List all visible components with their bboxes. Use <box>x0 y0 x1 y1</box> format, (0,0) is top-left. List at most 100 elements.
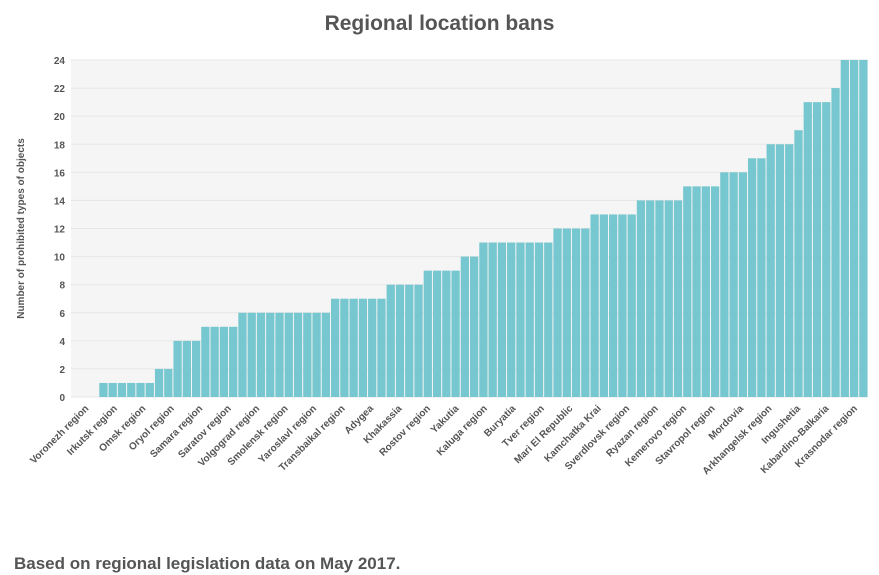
bar <box>414 284 423 397</box>
footnote: Based on regional legislation data on Ma… <box>14 554 401 573</box>
bar <box>470 256 479 397</box>
y-tick-label: 20 <box>54 112 66 123</box>
bar <box>386 284 395 397</box>
bar <box>312 312 321 397</box>
bar <box>710 186 720 397</box>
bar <box>191 340 201 397</box>
bar <box>822 102 831 397</box>
bar <box>701 186 710 397</box>
bar <box>581 228 590 397</box>
bar <box>479 242 488 397</box>
bar <box>497 242 507 397</box>
bar <box>136 382 145 397</box>
bar <box>812 102 822 397</box>
y-tick-label: 2 <box>59 365 65 376</box>
bar <box>553 228 562 397</box>
bar <box>525 242 534 397</box>
bar <box>395 284 405 397</box>
bar <box>692 186 701 397</box>
bar <box>330 298 340 397</box>
bar <box>673 200 683 397</box>
bar <box>516 242 525 397</box>
bar <box>247 312 256 397</box>
bar <box>405 284 414 397</box>
bar <box>99 382 108 397</box>
y-tick-label: 12 <box>54 225 66 236</box>
bar <box>794 130 803 398</box>
bar <box>117 382 127 397</box>
bar <box>775 144 785 397</box>
chart-title: Regional location bans <box>324 12 555 35</box>
bar <box>618 214 627 397</box>
bar <box>609 214 618 397</box>
bar <box>451 270 460 397</box>
bar <box>831 88 840 397</box>
bar <box>229 326 238 397</box>
bar <box>349 298 358 397</box>
bar <box>173 340 182 397</box>
bar <box>358 298 368 397</box>
bar <box>210 326 219 397</box>
bar <box>108 382 117 397</box>
y-tick-label: 14 <box>54 196 66 207</box>
y-axis-label: Number of prohibited types of objects <box>16 138 27 319</box>
bar <box>571 228 581 397</box>
bar <box>849 60 859 397</box>
bar <box>145 382 154 397</box>
bar <box>534 242 544 397</box>
bar <box>460 256 469 397</box>
bar <box>266 312 275 397</box>
bar <box>840 60 849 397</box>
bar <box>590 214 599 397</box>
bar <box>182 340 191 397</box>
bar <box>655 200 664 397</box>
bar <box>321 312 330 397</box>
bar <box>507 242 516 397</box>
bar <box>219 326 229 397</box>
y-tick-label: 8 <box>59 281 65 292</box>
x-tick-label: Kaluga region <box>435 403 490 458</box>
x-tick-label: Rostov region <box>378 403 433 458</box>
bar <box>738 172 748 397</box>
bar <box>423 270 432 397</box>
y-tick-label: 24 <box>54 56 66 67</box>
bar <box>766 144 775 397</box>
bar <box>627 214 636 397</box>
bar <box>488 242 497 397</box>
bar <box>164 368 173 397</box>
y-tick-label: 22 <box>54 84 66 95</box>
bar <box>127 382 136 397</box>
bar <box>562 228 571 397</box>
bars <box>99 60 868 398</box>
y-tick-label: 0 <box>59 393 65 404</box>
bar <box>154 368 164 397</box>
bar <box>720 172 729 397</box>
bar <box>293 312 303 397</box>
y-tick-label: 6 <box>59 309 65 320</box>
bar <box>757 158 766 397</box>
bar <box>432 270 442 397</box>
bar <box>729 172 738 397</box>
bar <box>201 326 210 397</box>
bar <box>748 158 757 397</box>
bar <box>683 186 692 397</box>
x-tick-label: Irkutsk region <box>65 403 120 458</box>
bar <box>664 200 673 397</box>
bar <box>340 298 349 397</box>
bar <box>368 298 377 397</box>
y-tick-label: 16 <box>54 168 66 179</box>
bar <box>544 242 553 397</box>
bar <box>275 312 284 397</box>
y-tick-label: 4 <box>59 337 65 348</box>
y-tick-label: 10 <box>54 253 66 264</box>
bar <box>377 298 386 397</box>
bar <box>303 312 312 397</box>
bar <box>599 214 609 397</box>
bar <box>785 144 794 397</box>
bar <box>238 312 247 397</box>
bar <box>646 200 655 397</box>
bar <box>256 312 266 397</box>
